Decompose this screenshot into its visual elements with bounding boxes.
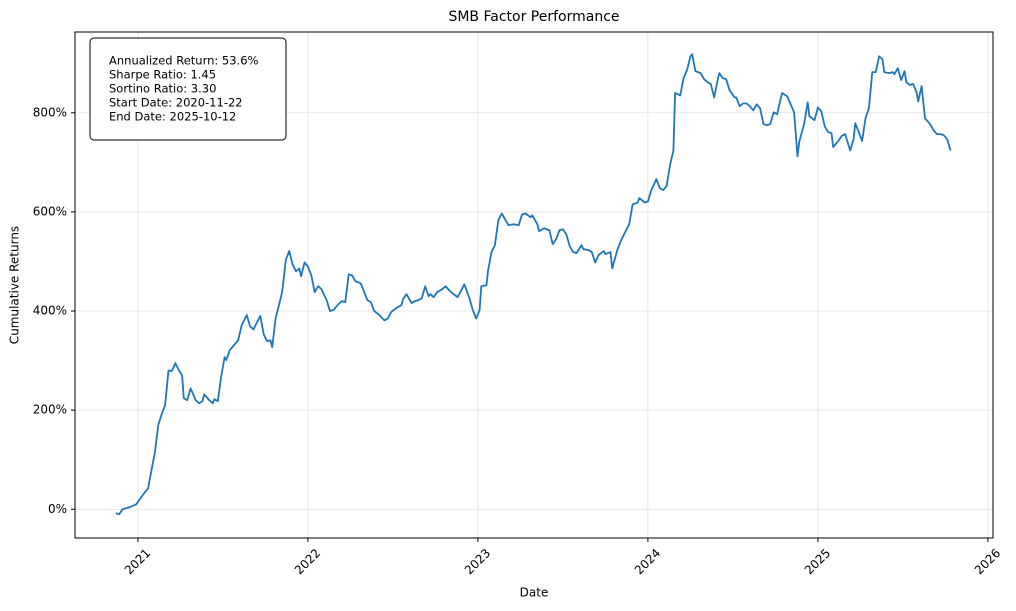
x-axis-label: Date bbox=[520, 586, 549, 600]
chart-title: SMB Factor Performance bbox=[448, 9, 619, 25]
x-tick-label: 2026 bbox=[972, 546, 1003, 577]
stats-line: Start Date: 2020-11-22 bbox=[109, 96, 243, 110]
x-tick-label: 2023 bbox=[462, 546, 493, 577]
y-tick-label: 800% bbox=[33, 105, 67, 119]
x-tick-label: 2021 bbox=[122, 546, 153, 577]
y-tick-label: 600% bbox=[33, 204, 67, 218]
stats-box bbox=[89, 37, 287, 141]
y-axis-label: Cumulative Returns bbox=[8, 226, 22, 344]
y-tick-label: 0% bbox=[48, 502, 67, 516]
plot-frame bbox=[74, 31, 994, 539]
x-tick-label: 2024 bbox=[632, 546, 663, 577]
x-tick-label: 2025 bbox=[802, 546, 833, 577]
stats-line: Sortino Ratio: 3.30 bbox=[109, 82, 216, 96]
stats-line: End Date: 2025-10-12 bbox=[109, 110, 236, 124]
stats-line: Annualized Return: 53.6% bbox=[109, 54, 259, 68]
stats-line: Sharpe Ratio: 1.45 bbox=[109, 68, 216, 82]
y-tick-label: 200% bbox=[33, 403, 67, 417]
data-line bbox=[115, 53, 952, 516]
y-tick-label: 400% bbox=[33, 304, 67, 318]
x-tick-label: 2022 bbox=[292, 546, 323, 577]
